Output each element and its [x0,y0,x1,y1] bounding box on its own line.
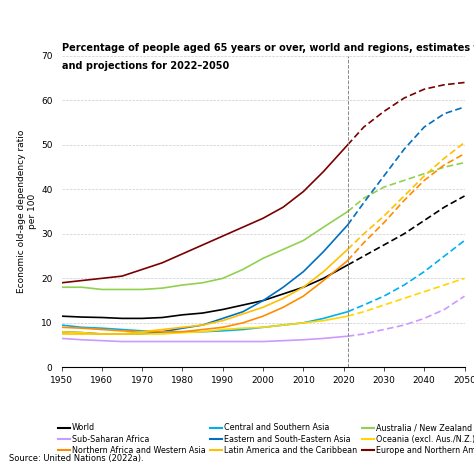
Text: Percentage of people aged 65 years or over, world and regions, estimates for 195: Percentage of people aged 65 years or ov… [62,43,474,53]
Text: Source: United Nations (2022a).: Source: United Nations (2022a). [9,454,144,463]
Y-axis label: Economic old-age dependency ratio
per 100: Economic old-age dependency ratio per 10… [17,130,37,293]
Legend: World, Sub-Saharan Africa, Northern Africa and Western Asia, Central and Souther: World, Sub-Saharan Africa, Northern Afri… [58,424,474,455]
Text: and projections for 2022–2050: and projections for 2022–2050 [62,61,229,71]
